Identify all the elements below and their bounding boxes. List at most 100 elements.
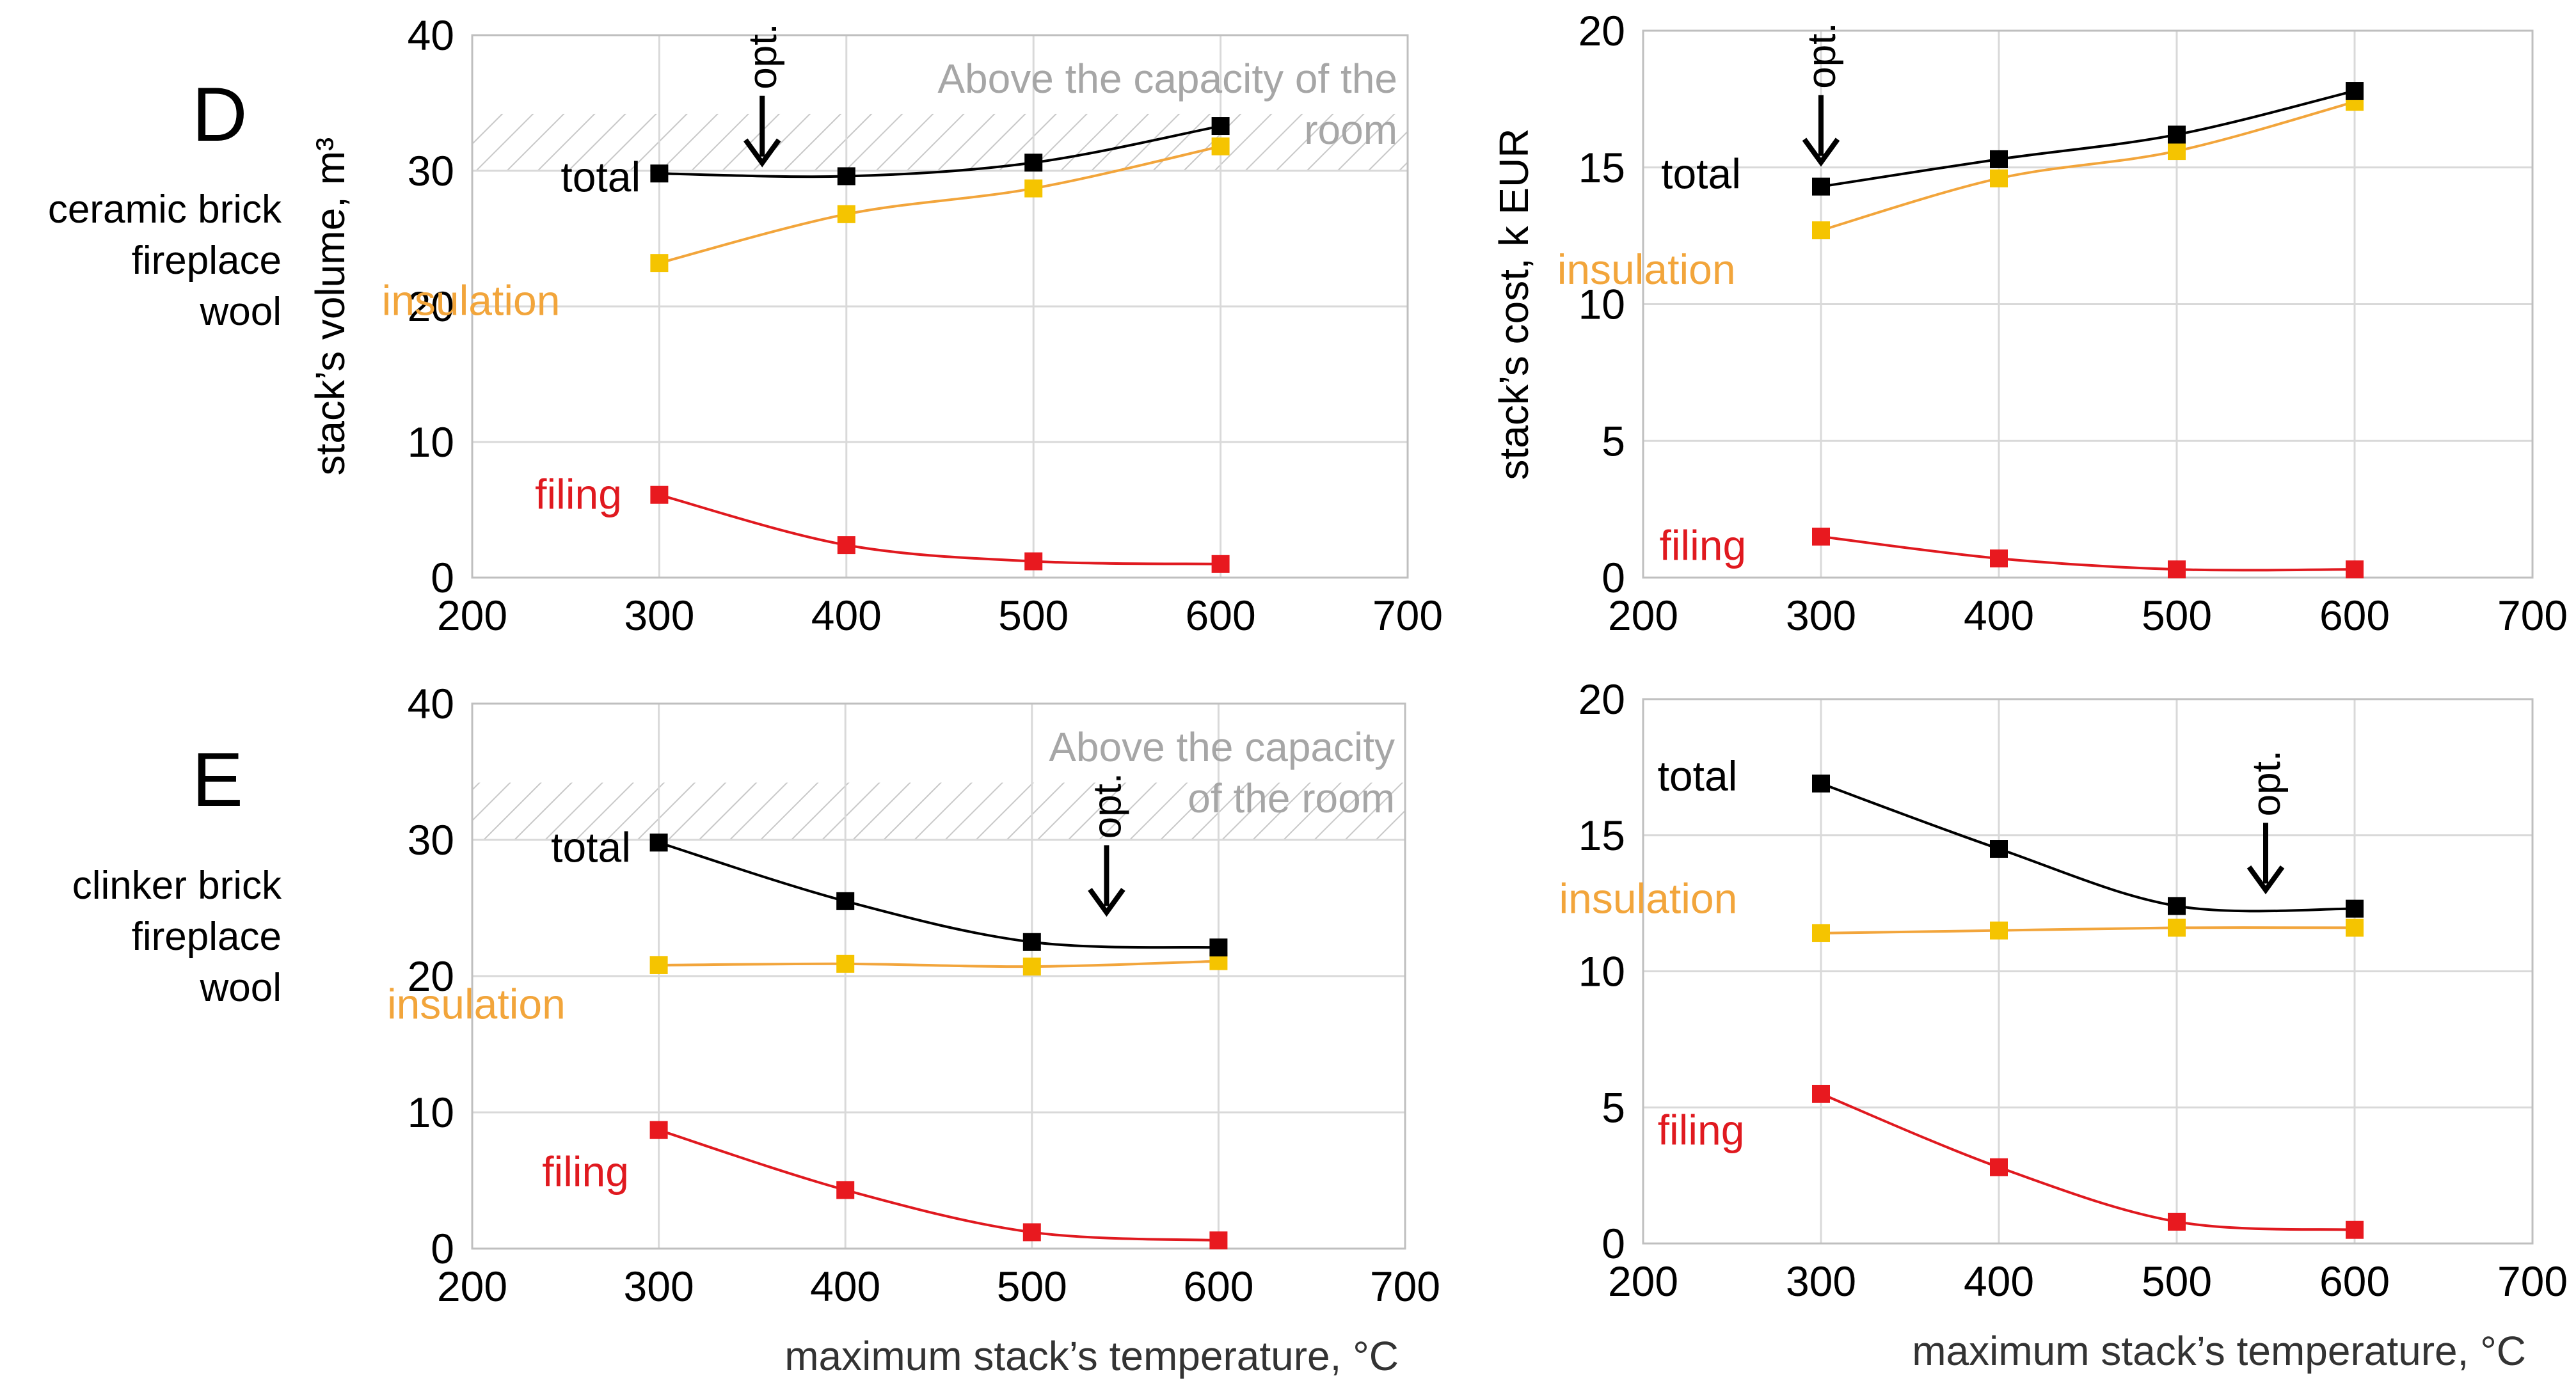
data-point-insulation [836, 954, 855, 973]
series-label-filing: filing [535, 471, 622, 518]
y-tick-label: 15 [1578, 812, 1625, 859]
y-tick-label: 0 [1602, 554, 1625, 601]
data-point-total [649, 833, 668, 852]
data-point-filing [1812, 1084, 1830, 1103]
data-point-filing [1990, 549, 2008, 568]
x-tick-label: 700 [1372, 592, 1443, 639]
data-point-total [1022, 933, 1041, 951]
data-point-insulation [1024, 179, 1043, 198]
y-tick-label: 20 [408, 952, 454, 1000]
opt-label: opt. [2245, 750, 2289, 816]
x-tick-label: 300 [624, 592, 694, 639]
row-e-letter: E [192, 737, 244, 823]
series-line-total [658, 841, 1219, 949]
series-line-total [659, 125, 1221, 178]
data-point-insulation [2168, 919, 2186, 937]
y-tick-label: 40 [408, 680, 454, 727]
x-tick-label: 600 [1183, 1263, 1253, 1310]
data-point-insulation [1812, 924, 1830, 942]
x-tick-label: 600 [1186, 592, 1256, 639]
data-point-insulation [1022, 958, 1041, 976]
opt-arrow-head [743, 138, 781, 168]
y-tick-label: 0 [431, 1225, 454, 1272]
data-point-total [2346, 899, 2364, 918]
data-point-total [2168, 897, 2186, 915]
row-d-desc-line: ceramic brick [47, 187, 282, 232]
data-point-insulation [2346, 919, 2364, 937]
data-point-total [1209, 938, 1228, 957]
data-point-filing [2168, 560, 2186, 579]
row-e-desc-line: fireplace [131, 915, 282, 959]
data-point-insulation [2168, 142, 2186, 161]
data-point-insulation [649, 956, 668, 974]
data-point-total [2168, 125, 2186, 144]
y-tick-label: 5 [1602, 1084, 1625, 1131]
x-tick-label: 300 [1786, 1258, 1856, 1305]
plot-frame [1642, 698, 2534, 1245]
data-point-total [837, 167, 855, 185]
row-d-letter: D [192, 72, 248, 157]
series-label-insulation: insulation [387, 981, 566, 1028]
x-tick-label: 500 [2142, 592, 2212, 639]
data-point-filing [1024, 552, 1043, 571]
y-tick-label: 30 [408, 816, 454, 864]
data-point-total [650, 164, 669, 183]
x-axis-label: maximum stack’s temperature, °C [784, 1333, 1399, 1379]
x-tick-label: 600 [2319, 592, 2390, 639]
row-d-desc-line: wool [200, 290, 282, 334]
y-tick-label: 40 [408, 12, 454, 59]
x-tick-label: 200 [437, 1263, 507, 1310]
y-tick-label: 10 [408, 1089, 454, 1136]
series-line-filing [1820, 1093, 2355, 1231]
capacity-label: of the room [1188, 775, 1395, 821]
data-point-total [1211, 117, 1230, 136]
x-tick-label: 700 [2497, 592, 2568, 639]
series-label-insulation: insulation [1557, 246, 1736, 293]
opt-label: opt. [1085, 773, 1129, 839]
data-point-filing [836, 1181, 855, 1199]
capacity-label: Above the capacity [1049, 724, 1395, 770]
data-point-total [1990, 150, 2008, 168]
capacity-label: room [1304, 107, 1397, 153]
row-e-desc-line: clinker brick [72, 864, 282, 908]
data-point-filing [2346, 1220, 2364, 1239]
series-line-total [1820, 782, 2355, 913]
x-tick-label: 400 [811, 592, 882, 639]
series-label-insulation: insulation [382, 276, 561, 324]
x-tick-label: 700 [1370, 1263, 1440, 1310]
data-point-filing [1022, 1223, 1041, 1242]
data-point-filing [1812, 527, 1830, 546]
opt-arrow-head [1802, 138, 1840, 167]
data-point-insulation [1990, 921, 2008, 940]
series-label-total: total [561, 153, 640, 200]
x-tick-label: 400 [1964, 592, 2034, 639]
opt-arrow-head [2246, 865, 2285, 895]
y-tick-label: 20 [408, 283, 454, 330]
series-label-filing: filing [542, 1148, 629, 1196]
series-line-insulation [1820, 100, 2355, 232]
series-line-insulation [1820, 926, 2355, 935]
data-point-filing [650, 485, 669, 504]
data-point-filing [837, 536, 855, 555]
opt-label: opt. [741, 23, 785, 89]
series-line-insulation [658, 145, 1221, 265]
data-point-insulation [837, 205, 855, 223]
x-tick-label: 400 [810, 1263, 880, 1310]
data-point-total [1990, 840, 2008, 858]
x-tick-label: 200 [1608, 592, 1678, 639]
y-tick-label: 10 [1578, 948, 1625, 995]
data-point-filing [2346, 560, 2364, 579]
series-line-filing [658, 1128, 1219, 1242]
y-tick-label: 10 [408, 418, 454, 466]
series-line-filing [1820, 535, 2355, 572]
x-tick-label: 200 [437, 592, 507, 639]
row-d-description: ceramic brick fireplace wool [0, 184, 282, 338]
row-d-desc-line: fireplace [131, 239, 282, 283]
y-tick-label: 10 [1578, 281, 1625, 328]
series-label-total: total [1661, 150, 1741, 197]
plot-frame [1642, 29, 2534, 579]
x-tick-label: 600 [2319, 1258, 2390, 1305]
